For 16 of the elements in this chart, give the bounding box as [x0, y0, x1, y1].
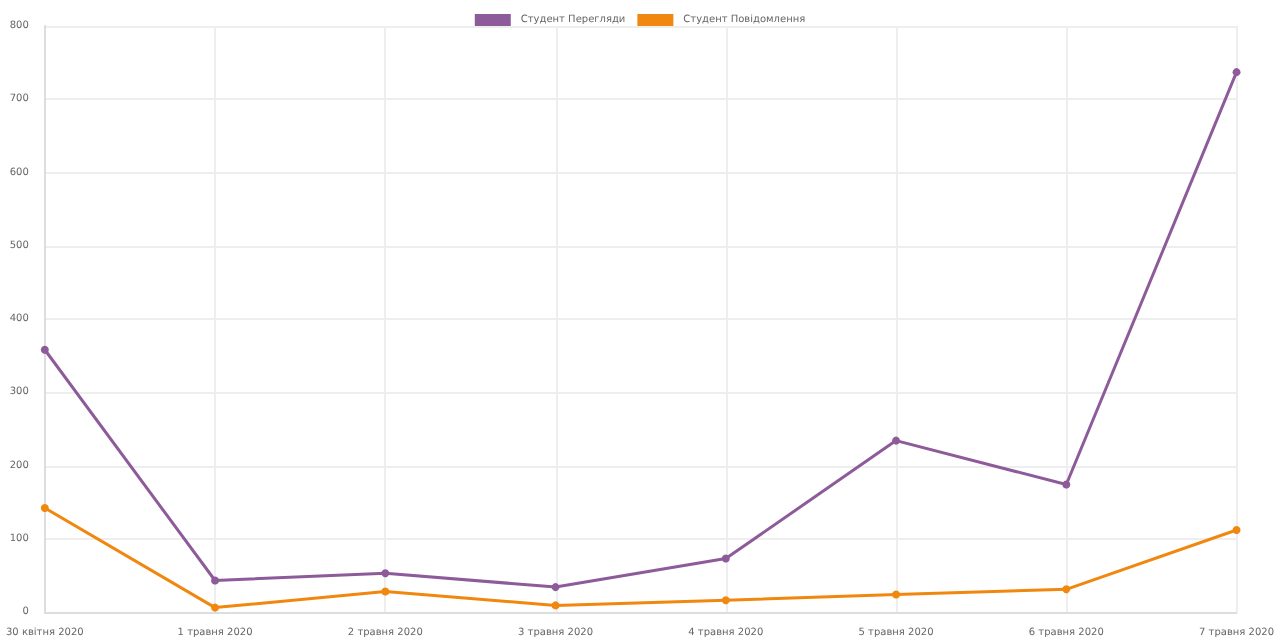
point [721, 554, 730, 563]
point [381, 587, 390, 596]
point [211, 576, 220, 585]
point [892, 590, 901, 599]
point [721, 596, 730, 605]
point [1062, 480, 1071, 489]
point [40, 503, 49, 512]
point [40, 345, 49, 354]
point [381, 569, 390, 578]
point [211, 603, 220, 612]
point [1062, 585, 1071, 594]
point [551, 583, 560, 592]
point [892, 436, 901, 445]
point [1232, 525, 1241, 534]
point [551, 601, 560, 610]
point [1232, 68, 1241, 77]
